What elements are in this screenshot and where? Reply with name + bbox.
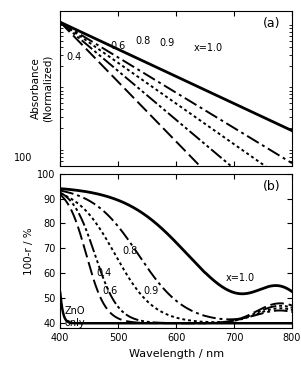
Text: ZnO
only: ZnO only (64, 306, 85, 328)
Text: 100: 100 (14, 153, 33, 163)
Text: 0.9: 0.9 (160, 38, 175, 48)
Y-axis label: Absorbance
(Normalized): Absorbance (Normalized) (31, 55, 53, 122)
Text: 0.4: 0.4 (67, 52, 82, 62)
Text: 0.9: 0.9 (143, 286, 158, 296)
Text: x=1.0: x=1.0 (194, 43, 223, 53)
Y-axis label: 100-r / %: 100-r / % (24, 227, 34, 275)
Text: (b): (b) (263, 180, 280, 193)
Text: 0.4: 0.4 (97, 268, 112, 278)
Text: 0.6: 0.6 (110, 41, 126, 51)
Text: x=1.0: x=1.0 (225, 273, 254, 283)
X-axis label: Wavelength / nm: Wavelength / nm (129, 349, 224, 359)
Text: 0.8: 0.8 (122, 246, 138, 256)
Text: 0.6: 0.6 (102, 286, 117, 296)
Text: (a): (a) (263, 18, 280, 30)
Text: 0.8: 0.8 (135, 36, 151, 46)
